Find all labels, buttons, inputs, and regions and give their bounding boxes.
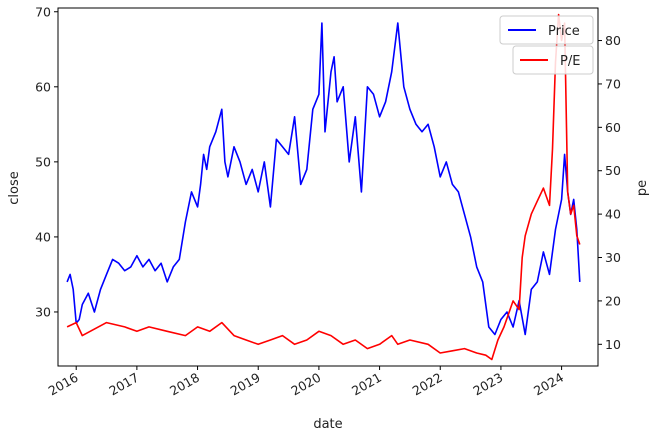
plot-area	[57, 7, 599, 367]
left-y-tick-label: 70	[35, 4, 51, 19]
left-y-axis-label: close	[7, 171, 22, 204]
right-y-tick-label: 60	[605, 120, 621, 135]
x-axis: 2016 2017 2018 2019 2020 2021 2022 2023 2024	[46, 366, 566, 399]
x-tick-label: 2022	[410, 370, 445, 399]
right-y-axis: 10 20 30 40 50 60 70 80	[598, 33, 621, 352]
legend-pe-frame	[512, 45, 594, 75]
right-y-tick-label: 10	[605, 337, 621, 352]
right-y-tick-label: 30	[605, 250, 621, 265]
x-tick-label: 2016	[46, 370, 81, 399]
legend-pe: P/E	[512, 45, 594, 75]
right-y-tick-label: 50	[605, 163, 621, 178]
right-y-tick-label: 40	[605, 207, 621, 222]
right-y-tick-label: 20	[605, 293, 621, 308]
plot-frame	[57, 7, 599, 367]
right-y-tick-label: 70	[605, 76, 621, 91]
series-line-p-e	[66, 13, 581, 361]
x-tick-label: 2024	[531, 370, 566, 399]
x-axis-label: date	[313, 417, 342, 432]
legend-pe-label: P/E	[560, 54, 580, 69]
series-line-price	[66, 22, 581, 336]
left-y-tick-label: 40	[35, 229, 51, 244]
x-tick-label: 2017	[106, 370, 141, 399]
right-y-axis-label: pe	[635, 180, 650, 196]
legend-price: Price	[499, 15, 594, 45]
x-tick-label: 2020	[288, 370, 323, 399]
left-y-axis: 30 40 50 60 70	[35, 4, 58, 319]
x-tick-label: 2018	[167, 370, 202, 399]
legend-price-frame	[499, 15, 594, 45]
x-tick-label: 2021	[349, 370, 384, 399]
left-y-tick-label: 30	[35, 304, 51, 319]
right-y-tick-label: 80	[605, 33, 621, 48]
x-tick-label: 2023	[470, 370, 505, 399]
x-tick-label: 2019	[228, 370, 263, 399]
series-layer	[66, 13, 581, 361]
left-y-tick-label: 60	[35, 79, 51, 94]
left-y-tick-label: 50	[35, 154, 51, 169]
legend-price-label: Price	[548, 24, 580, 39]
